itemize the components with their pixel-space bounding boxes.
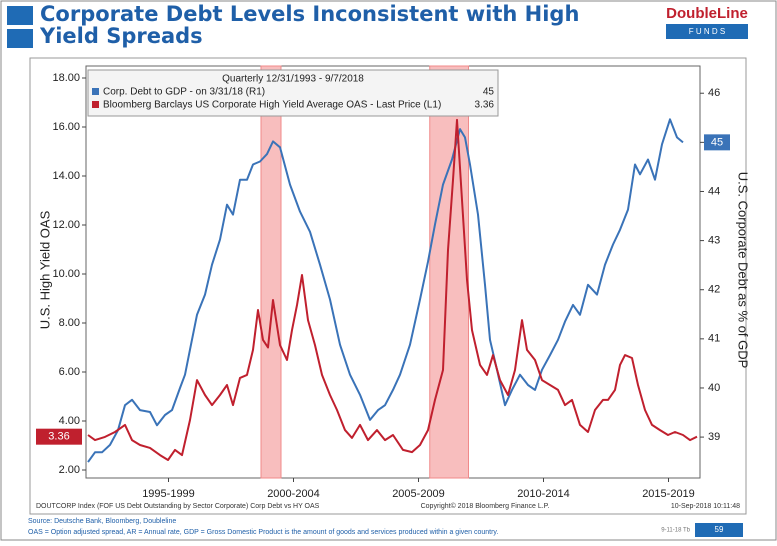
y2-tick-label: 39 xyxy=(708,431,720,443)
x-tick-label: 2010-2014 xyxy=(517,488,570,500)
x-tick-label: 2015-2019 xyxy=(642,488,695,500)
y2-tick-label: 41 xyxy=(708,333,720,345)
title-square xyxy=(7,6,33,25)
legend-title: Quarterly 12/31/1993 - 9/7/2018 xyxy=(222,74,364,85)
slide-code: 9-11-18 Tb xyxy=(661,528,690,534)
y-axis-label: U.S. High Yield OAS xyxy=(37,210,52,329)
y-tick-label: 14.00 xyxy=(52,170,80,182)
y-tick-label: 2.00 xyxy=(59,464,80,476)
chart-footer-center: Copyright© 2018 Bloomberg Finance L.P. xyxy=(421,502,550,510)
x-tick-label: 2000-2004 xyxy=(267,488,320,500)
legend-box xyxy=(87,69,499,117)
title-box: Corporate Debt Levels Inconsistent with … xyxy=(40,3,580,48)
page-number: 59 xyxy=(715,525,724,534)
source: Source: Deutsche Bank, Bloomberg, Double… xyxy=(28,518,176,525)
y2-tick-label: 46 xyxy=(708,87,720,99)
y-tick-label: 12.00 xyxy=(52,219,80,231)
shaded-period xyxy=(429,65,469,479)
y2-tick-label: 44 xyxy=(708,185,720,197)
series-line xyxy=(87,118,698,461)
last-value-label: 45 xyxy=(711,136,723,148)
chart-footer-left: DOUTCORP Index (FOF US Debt Outstanding … xyxy=(36,503,320,510)
logo: DoubleLine F U N D S xyxy=(666,5,748,39)
plot-area xyxy=(85,65,701,479)
x-tick-label: 2005-2009 xyxy=(392,488,445,500)
y-tick-label: 6.00 xyxy=(59,366,80,378)
last-value-label: 3.36 xyxy=(48,431,69,443)
y2-tick-label: 40 xyxy=(708,382,720,394)
legend-value: 45 xyxy=(483,87,495,98)
last-value-tag xyxy=(704,134,730,151)
legend-label: Bloomberg Barclays US Corporate High Yie… xyxy=(103,100,441,111)
logo-bar xyxy=(666,24,748,39)
y2-axis-label: U.S. Corporate Debt as % of GDP xyxy=(736,172,751,369)
series-line xyxy=(87,118,684,463)
y-tick-label: 16.00 xyxy=(52,121,80,133)
logo-name: DoubleLine xyxy=(666,5,748,22)
slide-title: Corporate Debt Levels Inconsistent with … xyxy=(40,3,580,48)
y-tick-label: 4.00 xyxy=(59,415,80,427)
legend: Quarterly 12/31/1993 - 9/7/2018 Corp. Deb… xyxy=(87,69,499,117)
last-value-tag xyxy=(36,428,82,445)
legend-label: Corp. Debt to GDP - on 3/31/18 (R1) xyxy=(103,87,265,98)
title-square xyxy=(7,29,33,48)
y-tick-label: 8.00 xyxy=(59,317,80,329)
y2-tick-label: 43 xyxy=(708,235,720,247)
y-tick-label: 18.00 xyxy=(52,72,80,84)
footnote: OAS = Option adjusted spread, AR = Annua… xyxy=(28,529,498,536)
chart-footer-right: 10-Sep-2018 10:11:48 xyxy=(671,503,740,510)
logo-sub: F U N D S xyxy=(689,27,725,36)
legend-swatch xyxy=(92,88,99,95)
y2-tick-label: 42 xyxy=(708,284,720,296)
legend-swatch xyxy=(92,101,99,108)
legend-value: 3.36 xyxy=(475,100,495,111)
y-tick-label: 10.00 xyxy=(52,268,80,280)
page-box xyxy=(695,523,743,537)
x-tick-label: 1995-1999 xyxy=(142,488,195,500)
shaded-period xyxy=(260,65,282,479)
